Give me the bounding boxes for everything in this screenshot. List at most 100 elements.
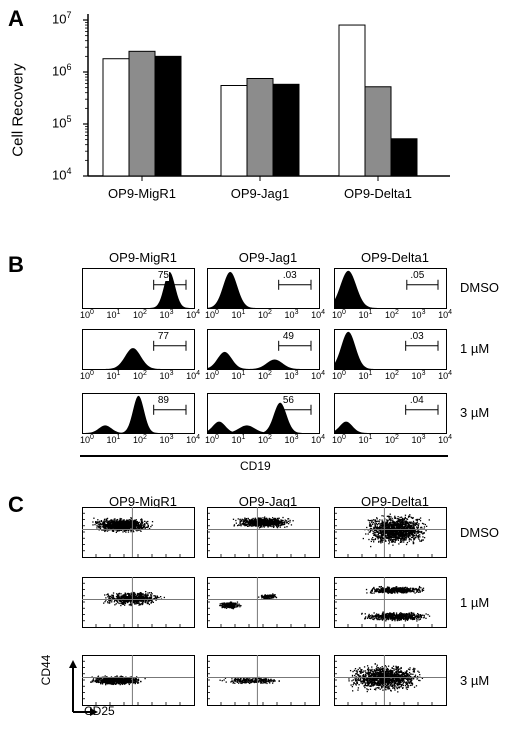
panel-b-row-label: DMSO	[460, 280, 499, 295]
panel-c-axis-arrows	[52, 652, 82, 722]
x-tick-label: 101	[232, 434, 246, 445]
x-tick-label: 101	[359, 370, 373, 381]
y-tick-base: 10	[52, 167, 66, 182]
x-tick-label: 100	[332, 370, 346, 381]
x-tick-base: 10	[133, 435, 143, 445]
x-tick-exponent: 0	[342, 434, 346, 441]
x-tick-base: 10	[160, 310, 170, 320]
gate-percentage: .04	[410, 395, 424, 406]
x-tick-label: 103	[285, 370, 299, 381]
x-tick-label: 104	[186, 370, 200, 381]
x-tick-base: 10	[332, 310, 342, 320]
x-tick-base: 10	[107, 310, 117, 320]
dot-plot-frame	[83, 508, 195, 558]
x-tick-exponent: 2	[395, 370, 399, 377]
x-tick-label: 102	[385, 309, 399, 320]
x-tick-exponent: 1	[117, 370, 121, 377]
x-tick-base: 10	[205, 371, 215, 381]
histogram-plot	[334, 268, 448, 310]
x-tick-label: 104	[438, 309, 452, 320]
x-tick-base: 10	[438, 371, 448, 381]
bar-op9-jag1-1	[247, 78, 273, 176]
x-tick-label: 102	[385, 434, 399, 445]
x-tick-label: 102	[258, 434, 272, 445]
x-tick-base: 10	[186, 310, 196, 320]
x-tick-base: 10	[359, 310, 369, 320]
panel-a-ylabel: Cell Recovery	[10, 63, 27, 156]
bar-op9-migr1-1	[129, 51, 155, 176]
x-tick-exponent: 1	[369, 434, 373, 441]
x-tick-label: 104	[186, 309, 200, 320]
x-tick-label: 100	[80, 309, 94, 320]
panel-c-row-label: 3 µM	[460, 673, 489, 688]
gate-percentage: 75	[158, 270, 169, 281]
x-tick-exponent: 2	[268, 370, 272, 377]
gate-percentage: 77	[158, 331, 169, 342]
x-tick-label: 101	[107, 434, 121, 445]
x-tick-base: 10	[258, 435, 268, 445]
x-tick-exponent: 0	[215, 434, 219, 441]
panel-c-xlabel: CD25	[84, 704, 115, 718]
dot-plot-frame	[208, 508, 320, 558]
x-tick-exponent: 2	[268, 434, 272, 441]
bar-op9-jag1-0	[221, 86, 247, 176]
panel-b-row-label: 3 µM	[460, 405, 489, 420]
histogram-plot	[207, 268, 321, 310]
gate-percentage: .03	[283, 270, 297, 281]
y-tick-base: 10	[52, 63, 66, 78]
gate-percentage: .03	[410, 331, 424, 342]
x-tick-exponent: 0	[90, 309, 94, 316]
dot-plot	[82, 577, 196, 629]
bar-op9-delta1-1	[365, 87, 391, 176]
x-tick-exponent: 3	[422, 370, 426, 377]
panel-c-label: C	[8, 492, 24, 518]
x-tick-exponent: 0	[90, 434, 94, 441]
y-tick-label: 107	[52, 10, 71, 26]
dot-plot	[334, 507, 448, 559]
panel-a-bar-chart	[0, 0, 520, 210]
panel-b-xlabel: CD19	[240, 459, 271, 473]
x-tick-base: 10	[186, 371, 196, 381]
x-tick-label: 100	[80, 370, 94, 381]
x-tick-label: 101	[359, 309, 373, 320]
x-tick-base: 10	[80, 371, 90, 381]
x-tick-exponent: 0	[342, 309, 346, 316]
x-tick-exponent: 4	[321, 370, 325, 377]
x-tick-label: 101	[107, 309, 121, 320]
x-tick-base: 10	[232, 371, 242, 381]
x-tick-exponent: 3	[170, 370, 174, 377]
histogram-plot	[207, 393, 321, 435]
x-tick-exponent: 1	[242, 434, 246, 441]
x-tick-base: 10	[133, 371, 143, 381]
panel-c-ylabel: CD44	[39, 655, 53, 686]
x-tick-label: 104	[438, 434, 452, 445]
x-tick-base: 10	[186, 435, 196, 445]
gate-percentage: 49	[283, 331, 294, 342]
x-tick-base: 10	[385, 435, 395, 445]
x-tick-label: 103	[412, 370, 426, 381]
x-tick-exponent: 4	[196, 309, 200, 316]
x-tick-exponent: 1	[117, 309, 121, 316]
histogram-plot	[334, 393, 448, 435]
x-tick-label: 102	[258, 370, 272, 381]
x-tick-base: 10	[285, 435, 295, 445]
bar-op9-delta1-0	[339, 25, 365, 176]
dot-plot	[334, 655, 448, 707]
panel-b-label: B	[8, 252, 24, 278]
histogram-plot	[82, 329, 196, 371]
histogram-plot	[334, 329, 448, 371]
bar-op9-migr1-2	[155, 56, 181, 176]
x-tick-base: 10	[412, 371, 422, 381]
x-tick-base: 10	[438, 310, 448, 320]
dot-plot	[82, 507, 196, 559]
x-tick-exponent: 0	[90, 370, 94, 377]
histogram-plot	[82, 393, 196, 435]
x-tick-exponent: 2	[143, 370, 147, 377]
x-tick-base: 10	[359, 435, 369, 445]
